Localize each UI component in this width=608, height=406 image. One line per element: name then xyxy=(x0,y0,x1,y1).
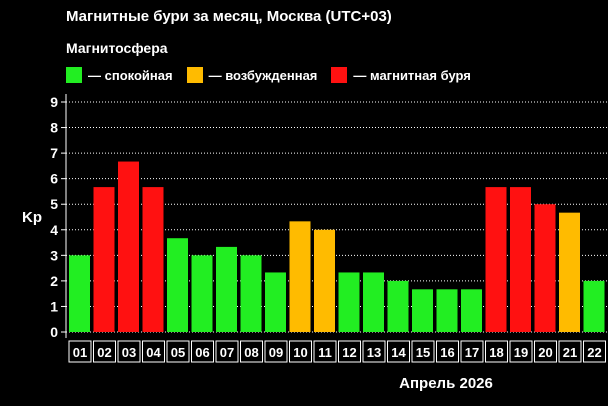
x-tick-label: 21 xyxy=(563,345,577,360)
bar-day-01 xyxy=(69,255,90,332)
y-tick-label: 7 xyxy=(50,145,58,161)
x-tick-label: 02 xyxy=(97,345,111,360)
x-tick-box xyxy=(240,340,263,363)
legend: — спокойная — возбужденная — магнитная б… xyxy=(66,66,485,84)
bar-day-18 xyxy=(485,187,507,332)
bar-day-21 xyxy=(559,212,580,332)
x-tick-label: 22 xyxy=(587,345,601,360)
bar-day-22 xyxy=(583,280,605,332)
x-tick-label: 03 xyxy=(122,345,136,360)
x-tick-label: 13 xyxy=(367,345,381,360)
x-tick-box xyxy=(583,340,606,363)
bar-day-13 xyxy=(363,272,384,332)
x-tick-label: 12 xyxy=(342,345,356,360)
x-tick-box xyxy=(411,340,435,363)
bar-day-14 xyxy=(387,280,409,332)
x-tick-label: 01 xyxy=(73,345,87,360)
x-tick-box xyxy=(142,340,165,363)
bar-day-17 xyxy=(461,289,482,332)
bar-day-16 xyxy=(436,289,458,332)
legend-label-calm: — спокойная xyxy=(88,67,173,83)
x-tick-box xyxy=(485,340,508,363)
x-tick-box xyxy=(313,340,337,363)
x-tick-label: 08 xyxy=(244,345,258,360)
bar-day-11 xyxy=(314,229,335,332)
x-tick-label: 09 xyxy=(269,345,283,360)
bar-day-12 xyxy=(338,272,360,332)
bar-day-07 xyxy=(216,246,237,332)
x-tick-label: 06 xyxy=(195,345,209,360)
legend-label-excited: — возбужденная xyxy=(208,67,318,83)
x-tick-box xyxy=(191,340,214,363)
x-tick-label: 07 xyxy=(220,345,234,360)
x-tick-box xyxy=(460,340,484,363)
y-tick-label: 8 xyxy=(50,120,58,136)
x-axis-label: Апрель 2026 xyxy=(399,375,493,392)
y-tick-label: 4 xyxy=(50,222,58,238)
y-tick-label: 0 xyxy=(50,324,58,340)
x-tick-box xyxy=(93,340,116,363)
x-tick-box xyxy=(362,340,386,363)
bar-day-19 xyxy=(510,187,531,332)
legend-item-calm: — спокойная xyxy=(66,67,173,83)
bar-day-20 xyxy=(534,204,556,332)
x-tick-label: 10 xyxy=(293,345,307,360)
bar-day-10 xyxy=(289,221,311,332)
chart-subtitle: Магнитосфера xyxy=(66,40,168,56)
x-tick-label: 11 xyxy=(318,345,332,360)
bar-day-03 xyxy=(118,161,139,332)
legend-swatch-storm xyxy=(331,67,348,83)
x-tick-box xyxy=(215,340,239,363)
bar-day-09 xyxy=(265,272,286,332)
y-tick-label: 3 xyxy=(50,247,58,263)
bar-day-04 xyxy=(142,187,164,332)
legend-swatch-excited xyxy=(186,67,203,83)
x-tick-box xyxy=(338,340,361,363)
y-axis-label: Kp xyxy=(22,209,42,226)
x-tick-box xyxy=(166,340,190,363)
legend-item-excited: — возбужденная xyxy=(186,67,318,83)
x-tick-label: 20 xyxy=(538,345,552,360)
bar-day-15 xyxy=(412,289,433,332)
legend-item-storm: — магнитная буря xyxy=(331,67,471,83)
x-tick-label: 04 xyxy=(146,345,161,360)
legend-swatch-calm xyxy=(66,67,82,83)
y-tick-label: 2 xyxy=(50,273,58,289)
y-tick-label: 6 xyxy=(50,171,58,187)
y-tick-label: 1 xyxy=(50,298,58,314)
x-tick-label: 18 xyxy=(489,345,503,360)
x-tick-label: 14 xyxy=(391,345,406,360)
chart-title: Магнитные бури за месяц, Москва (UTC+03) xyxy=(66,8,392,25)
x-tick-box xyxy=(558,340,582,363)
x-tick-label: 15 xyxy=(416,345,430,360)
legend-label-storm: — магнитная буря xyxy=(353,67,471,83)
x-tick-box xyxy=(509,340,533,363)
x-tick-label: 19 xyxy=(514,345,528,360)
bar-day-08 xyxy=(240,255,262,332)
x-tick-box xyxy=(117,340,141,363)
y-tick-label: 9 xyxy=(50,94,58,110)
x-tick-box xyxy=(289,340,312,363)
x-tick-label: 16 xyxy=(440,345,454,360)
bar-day-02 xyxy=(93,187,115,332)
bar-day-05 xyxy=(167,238,188,332)
x-tick-box xyxy=(534,340,557,363)
x-tick-label: 17 xyxy=(465,345,479,360)
bar-day-06 xyxy=(191,255,213,332)
y-tick-label: 5 xyxy=(50,196,58,212)
x-tick-box xyxy=(68,340,92,363)
x-tick-box xyxy=(387,340,410,363)
x-tick-box xyxy=(436,340,459,363)
x-tick-box xyxy=(264,340,288,363)
x-tick-label: 05 xyxy=(171,345,185,360)
